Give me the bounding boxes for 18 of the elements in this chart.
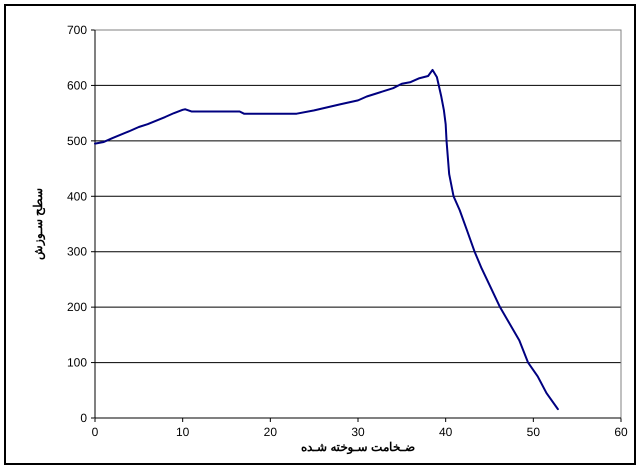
y-tick-label: 600 [66, 78, 88, 92]
x-tick-label: 20 [264, 425, 278, 439]
y-tick-label: 400 [66, 189, 88, 204]
y-tick-label: 0 [80, 411, 88, 425]
y-tick-label: 500 [66, 134, 88, 148]
x-tick-label: 40 [438, 425, 453, 439]
y-tick-label: 300 [66, 244, 88, 259]
x-tick-label: 0 [92, 425, 99, 439]
x-tick-label: 10 [176, 425, 190, 439]
y-axis-title: سطح سـوزش [31, 188, 46, 260]
y-tick-label: 100 [66, 356, 88, 370]
x-tick-label: 60 [614, 425, 628, 439]
x-tick-label: 50 [526, 425, 540, 439]
y-tick-label: 200 [66, 300, 88, 314]
y-tick-label: 700 [66, 23, 88, 37]
x-tick-label: 30 [351, 425, 365, 439]
x-axis-title: ضـخامت سـوخته شـده [301, 440, 415, 455]
line-series [94, 68, 559, 410]
